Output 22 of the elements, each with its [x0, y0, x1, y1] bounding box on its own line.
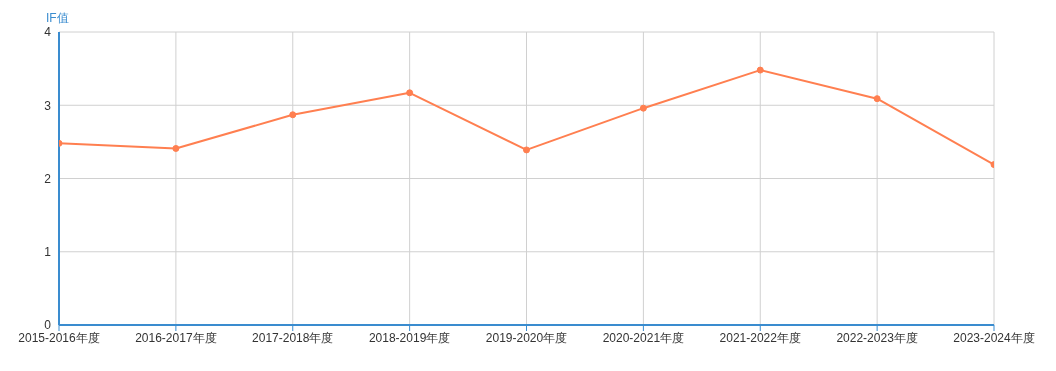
point	[756, 66, 764, 74]
point	[172, 144, 180, 152]
x-tick-label: 2019-2020年度	[485, 330, 568, 345]
y-tick-label: 1	[44, 245, 52, 260]
y-tick-label: 0	[44, 318, 52, 333]
x-tick-label: 2016-2017年度	[135, 330, 217, 345]
y-tick-label: 3	[44, 98, 52, 113]
y-axis-title: IF值	[46, 10, 69, 27]
y-tick-label: 2	[44, 171, 52, 186]
point	[406, 89, 414, 97]
y-tick-label: 4	[44, 25, 52, 40]
point	[289, 111, 297, 119]
x-tick-label: 2023-2024年度	[953, 330, 1035, 345]
point	[523, 146, 530, 154]
x-tick-label: 2020-2021年度	[602, 330, 685, 345]
x-tick-label: 2018-2019年度	[368, 330, 451, 345]
point	[639, 104, 647, 112]
x-tick-label: 2017-2018年度	[252, 330, 334, 345]
point	[873, 95, 881, 103]
x-tick-label: 2015-2016年度	[18, 330, 100, 345]
x-tick-label: 2021-2022年度	[719, 330, 801, 345]
x-tick-label: 2022-2023年度	[836, 330, 918, 345]
